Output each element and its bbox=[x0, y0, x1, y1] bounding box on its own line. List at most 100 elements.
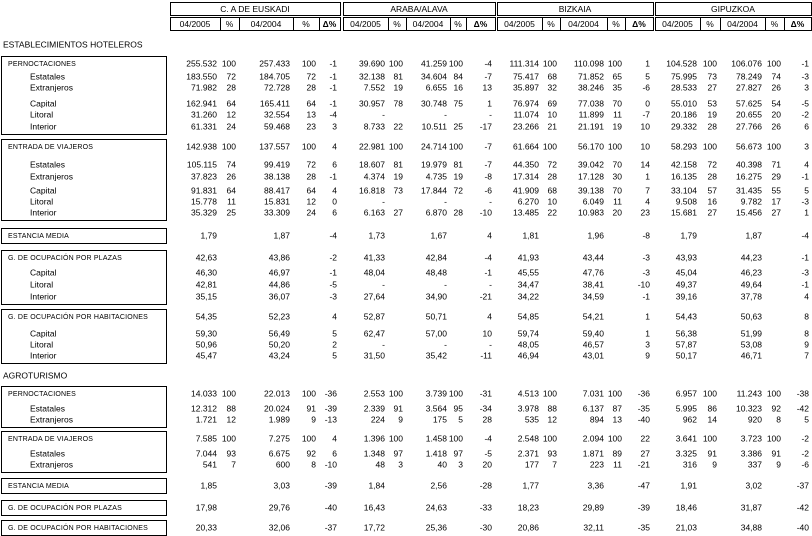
cell-value: 30.957 bbox=[359, 98, 385, 108]
group-box bbox=[1, 386, 167, 428]
subcolumn-label: % bbox=[226, 19, 234, 29]
cell-value: 72 bbox=[307, 71, 317, 81]
cell-value: 72 bbox=[548, 159, 558, 169]
cell-value: -7 bbox=[484, 159, 492, 169]
cell-value: 10.323 bbox=[736, 403, 762, 413]
cell-value: 11 bbox=[227, 196, 236, 206]
cell-value: 81 bbox=[454, 159, 464, 169]
cell-value: 35.329 bbox=[191, 207, 217, 217]
cell-value: 46,97 bbox=[269, 267, 291, 277]
subheader-box bbox=[343, 17, 496, 31]
cell-value: 32.554 bbox=[264, 109, 290, 119]
cell-value: -7 bbox=[484, 71, 492, 81]
cell-value: 48,04 bbox=[364, 267, 386, 277]
cell-value: -2 bbox=[801, 109, 809, 119]
row-heading: ESTANCIA MEDIA bbox=[8, 233, 69, 240]
row-label: Estatales bbox=[30, 403, 65, 413]
cell-value: -5 bbox=[329, 279, 337, 289]
cell-value: 91 bbox=[708, 448, 718, 458]
cell-value: 1.418 bbox=[426, 448, 448, 458]
cell-value: - bbox=[489, 109, 492, 119]
cell-value: 42,84 bbox=[426, 252, 448, 262]
cell-value: 100 bbox=[222, 141, 236, 151]
cell-value: 20.655 bbox=[736, 109, 762, 119]
cell-value: 13 bbox=[613, 414, 623, 424]
cell-value: 73 bbox=[708, 71, 718, 81]
cell-value: -5 bbox=[484, 448, 492, 458]
cell-value: 1 bbox=[645, 311, 650, 321]
cell-value: 32,06 bbox=[269, 522, 291, 532]
cell-value: -36 bbox=[638, 388, 651, 398]
cell-value: 7.585 bbox=[196, 433, 218, 443]
cell-value: 962 bbox=[683, 414, 697, 424]
row-heading: PERNOCTACIONES bbox=[8, 61, 76, 68]
cell-value: 100 bbox=[608, 388, 622, 398]
cell-value: 100 bbox=[449, 58, 463, 68]
cell-value: 34,88 bbox=[741, 522, 763, 532]
cell-value: -39 bbox=[638, 502, 651, 512]
cell-value: 52,87 bbox=[364, 311, 386, 321]
cell-value: 22 bbox=[641, 433, 651, 443]
cell-value: 162.941 bbox=[186, 98, 217, 108]
cell-value: -1 bbox=[801, 171, 809, 181]
cell-value: -42 bbox=[797, 403, 810, 413]
cell-value: 31.435 bbox=[736, 185, 762, 195]
subcolumn-label: % bbox=[706, 19, 714, 29]
subcolumn-label: 04/2004 bbox=[251, 19, 282, 29]
cell-value: 9 bbox=[398, 414, 403, 424]
cell-value: 3 bbox=[458, 459, 463, 469]
cell-value: 71 bbox=[772, 159, 782, 169]
cell-value: 74 bbox=[227, 159, 237, 169]
cell-value: 184.705 bbox=[259, 71, 290, 81]
subcolumn-label: % bbox=[771, 19, 779, 29]
cell-value: 97 bbox=[454, 448, 464, 458]
cell-value: 27 bbox=[772, 207, 782, 217]
cell-value: 53 bbox=[708, 98, 718, 108]
cell-value: -21 bbox=[480, 291, 493, 301]
cell-value: 50,20 bbox=[269, 339, 291, 349]
cell-value: 91.831 bbox=[191, 185, 217, 195]
cell-value: 41,93 bbox=[518, 252, 540, 262]
cell-value: 1,84 bbox=[368, 480, 385, 490]
cell-value: -4 bbox=[329, 230, 337, 240]
cell-value: 59,40 bbox=[583, 328, 605, 338]
cell-value: 30.748 bbox=[421, 98, 447, 108]
cell-value: 39.690 bbox=[359, 58, 385, 68]
cell-value: 43,93 bbox=[676, 252, 698, 262]
cell-value: 18.607 bbox=[359, 159, 385, 169]
cell-value: 59,74 bbox=[518, 328, 540, 338]
cell-value: -47 bbox=[638, 480, 651, 490]
cell-value: -1 bbox=[801, 58, 809, 68]
cell-value: 57,00 bbox=[426, 328, 448, 338]
cell-value: 4 bbox=[332, 311, 337, 321]
cell-value: 35,42 bbox=[426, 350, 448, 360]
cell-value: 1.396 bbox=[364, 433, 386, 443]
cell-value: 100 bbox=[608, 58, 622, 68]
cell-value: 3.325 bbox=[676, 448, 698, 458]
cell-value: 29 bbox=[772, 171, 782, 181]
cell-value: - bbox=[382, 196, 385, 206]
cell-value: 1,67 bbox=[430, 230, 447, 240]
row-label: Interior bbox=[30, 121, 57, 131]
cell-value: 58.293 bbox=[671, 141, 697, 151]
cell-value: 4.513 bbox=[518, 388, 540, 398]
cell-value: 20.186 bbox=[671, 109, 697, 119]
cell-value: 2,56 bbox=[430, 480, 447, 490]
row-heading: ENTRADA DE VIAJEROS bbox=[8, 436, 93, 443]
cell-value: 535 bbox=[525, 414, 539, 424]
cell-value: 64 bbox=[227, 185, 237, 195]
cell-value: 5.995 bbox=[676, 403, 698, 413]
cell-value: 68 bbox=[548, 71, 558, 81]
cell-value: 34,90 bbox=[426, 291, 448, 301]
cell-value: 37.823 bbox=[191, 171, 217, 181]
cell-value: 27 bbox=[394, 207, 404, 217]
cell-value: 51,99 bbox=[741, 328, 763, 338]
group-box bbox=[1, 228, 167, 244]
cell-value: 24,63 bbox=[426, 502, 448, 512]
cell-value: 99.419 bbox=[264, 159, 290, 169]
cell-value: 73 bbox=[394, 185, 404, 195]
region-name: BIZKAIA bbox=[559, 4, 592, 14]
subcolumn-label: % bbox=[612, 19, 620, 29]
cell-value: -40 bbox=[638, 414, 651, 424]
cell-value: 43,24 bbox=[269, 350, 291, 360]
